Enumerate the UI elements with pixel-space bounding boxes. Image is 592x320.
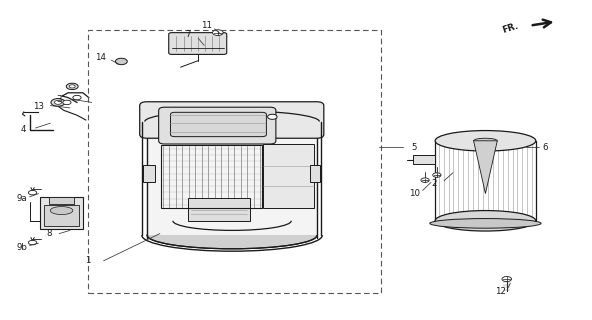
FancyBboxPatch shape bbox=[188, 198, 250, 221]
Circle shape bbox=[28, 190, 37, 195]
Text: 6: 6 bbox=[542, 143, 548, 152]
Text: 11: 11 bbox=[201, 21, 211, 30]
Text: 13: 13 bbox=[33, 102, 44, 111]
Ellipse shape bbox=[147, 221, 317, 249]
Bar bbox=[161, 145, 262, 208]
Ellipse shape bbox=[474, 138, 497, 143]
Text: 10: 10 bbox=[409, 189, 420, 198]
Circle shape bbox=[268, 114, 277, 119]
Bar bbox=[263, 144, 314, 208]
Circle shape bbox=[115, 58, 127, 65]
Text: 12: 12 bbox=[495, 287, 506, 296]
Bar bbox=[310, 165, 320, 182]
Circle shape bbox=[213, 30, 223, 36]
Text: 14: 14 bbox=[95, 53, 106, 62]
Polygon shape bbox=[310, 119, 317, 235]
Text: 5: 5 bbox=[411, 143, 417, 152]
Bar bbox=[44, 205, 79, 226]
Circle shape bbox=[63, 100, 71, 105]
Polygon shape bbox=[474, 141, 497, 194]
Text: 8: 8 bbox=[46, 229, 52, 238]
Circle shape bbox=[69, 85, 75, 88]
Circle shape bbox=[73, 95, 81, 100]
FancyBboxPatch shape bbox=[140, 102, 324, 138]
Circle shape bbox=[66, 83, 78, 90]
Ellipse shape bbox=[435, 131, 536, 151]
Circle shape bbox=[51, 99, 65, 106]
Text: FR.: FR. bbox=[501, 21, 520, 35]
Circle shape bbox=[28, 240, 37, 245]
FancyBboxPatch shape bbox=[413, 155, 435, 164]
Text: 9b: 9b bbox=[17, 243, 27, 252]
Text: 3: 3 bbox=[56, 95, 62, 104]
FancyBboxPatch shape bbox=[170, 112, 266, 137]
Circle shape bbox=[502, 276, 511, 282]
Bar bbox=[88, 30, 381, 293]
FancyBboxPatch shape bbox=[159, 107, 276, 144]
Polygon shape bbox=[147, 119, 154, 235]
Ellipse shape bbox=[50, 207, 73, 214]
Text: 7: 7 bbox=[185, 30, 191, 39]
Ellipse shape bbox=[435, 211, 536, 231]
Bar bbox=[49, 197, 74, 204]
FancyBboxPatch shape bbox=[169, 33, 227, 54]
Text: 1: 1 bbox=[85, 256, 91, 265]
Circle shape bbox=[54, 100, 62, 104]
Bar bbox=[143, 165, 155, 182]
Ellipse shape bbox=[430, 219, 541, 228]
Circle shape bbox=[433, 173, 441, 177]
Text: 4: 4 bbox=[21, 125, 27, 134]
Text: 2: 2 bbox=[432, 180, 437, 188]
Bar bbox=[147, 122, 317, 235]
Bar bbox=[40, 197, 83, 229]
Circle shape bbox=[421, 178, 429, 182]
Text: 9a: 9a bbox=[17, 194, 27, 203]
